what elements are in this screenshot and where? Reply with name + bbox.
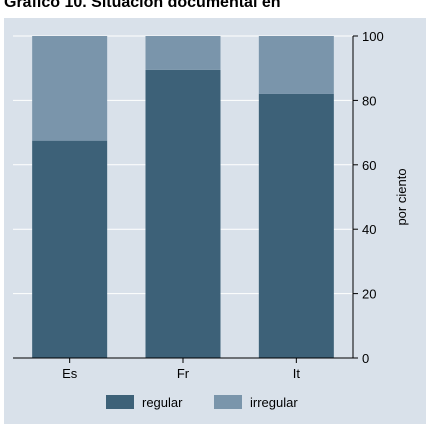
legend-swatch-regular: [106, 395, 134, 409]
legend-swatch-irregular: [214, 395, 242, 409]
y-tick-label-20: 20: [362, 287, 376, 302]
bar-regular-it: [258, 93, 334, 359]
legend-label-irregular: irregular: [250, 395, 298, 410]
x-tick-label-fr: Fr: [177, 366, 190, 381]
bar-regular-fr: [145, 69, 221, 358]
y-tick-label-60: 60: [362, 158, 376, 173]
y-tick-label-40: 40: [362, 222, 376, 237]
y-tick-label-100: 100: [362, 29, 384, 44]
chart-title: Gráfico 10. Situación documental en: [4, 0, 281, 11]
legend-label-regular: regular: [142, 395, 183, 410]
x-tick-label-it: It: [293, 366, 301, 381]
y-tick-label-0: 0: [362, 351, 369, 366]
x-tick-label-es: Es: [62, 366, 78, 381]
bar-irregular-fr: [145, 36, 221, 70]
y-axis-title: por ciento: [394, 168, 409, 225]
y-tick-label-80: 80: [362, 93, 376, 108]
bar-regular-es: [32, 140, 108, 358]
bar-irregular-it: [258, 36, 334, 94]
bar-irregular-es: [32, 36, 108, 141]
legend-box: [18, 382, 348, 418]
